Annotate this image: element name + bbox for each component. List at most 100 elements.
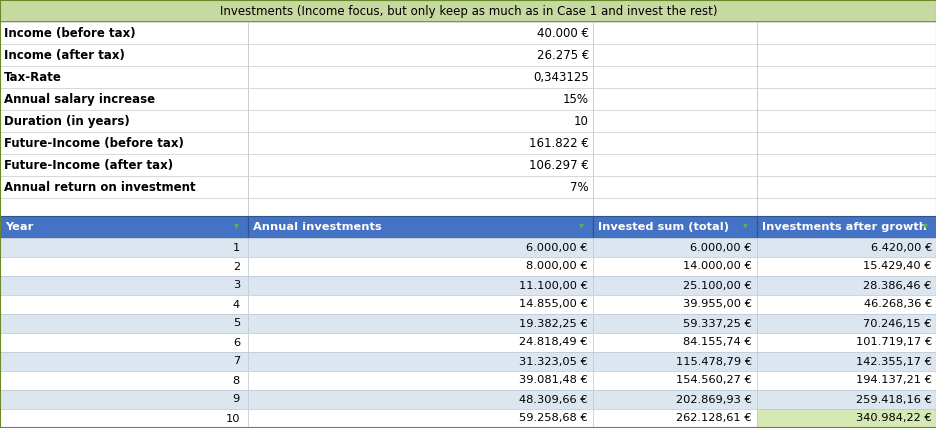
Text: 15.429,40 €: 15.429,40 € — [862, 262, 931, 271]
Bar — [756, 314, 936, 333]
Bar — [248, 371, 592, 390]
Text: Future-Income (before tax): Future-Income (before tax) — [4, 137, 183, 149]
Bar — [248, 238, 592, 257]
Bar — [756, 276, 936, 295]
Bar — [592, 352, 756, 371]
Bar — [592, 216, 756, 238]
Bar — [756, 132, 936, 154]
Text: 106.297 €: 106.297 € — [529, 158, 589, 172]
Bar — [0, 0, 936, 22]
Bar — [248, 333, 592, 352]
Text: 142.355,17 €: 142.355,17 € — [856, 357, 931, 366]
Bar — [756, 44, 936, 66]
Bar — [756, 238, 936, 257]
Text: ▼: ▼ — [742, 225, 747, 229]
Text: Duration (in years): Duration (in years) — [4, 115, 129, 128]
Bar — [248, 198, 592, 216]
Bar — [0, 44, 936, 66]
Bar — [0, 132, 248, 154]
Bar — [756, 66, 936, 88]
Text: 59.337,25 €: 59.337,25 € — [682, 318, 752, 329]
Bar — [592, 198, 756, 216]
Text: 14.855,00 €: 14.855,00 € — [519, 300, 588, 309]
Text: 31.323,05 €: 31.323,05 € — [519, 357, 588, 366]
Bar — [248, 295, 592, 314]
Bar — [0, 371, 248, 390]
Bar — [0, 22, 248, 44]
Bar — [592, 238, 756, 257]
Bar — [592, 295, 756, 314]
Bar — [0, 371, 248, 390]
Bar — [756, 257, 936, 276]
Bar — [0, 110, 936, 132]
Bar — [592, 66, 756, 88]
Bar — [0, 314, 248, 333]
Bar — [248, 22, 592, 44]
Text: 84.155,74 €: 84.155,74 € — [682, 338, 752, 348]
Text: 46.268,36 €: 46.268,36 € — [863, 300, 931, 309]
Text: 8.000,00 €: 8.000,00 € — [526, 262, 588, 271]
Bar — [0, 295, 248, 314]
Text: 194.137,21 €: 194.137,21 € — [856, 375, 931, 386]
Text: Income (before tax): Income (before tax) — [4, 27, 136, 39]
Text: 154.560,27 €: 154.560,27 € — [676, 375, 752, 386]
Bar — [0, 176, 936, 198]
Bar — [0, 409, 248, 428]
Bar — [756, 390, 936, 409]
Bar — [248, 390, 592, 409]
Text: 3: 3 — [232, 280, 240, 291]
Bar — [0, 44, 248, 66]
Bar — [756, 216, 936, 238]
Bar — [756, 295, 936, 314]
Bar — [756, 409, 936, 428]
Bar — [248, 409, 592, 428]
Bar — [756, 216, 936, 238]
Bar — [0, 276, 248, 295]
Text: 7: 7 — [232, 357, 240, 366]
Bar — [592, 276, 756, 295]
Bar — [0, 333, 248, 352]
Bar — [248, 257, 592, 276]
Bar — [0, 88, 936, 110]
Bar — [592, 390, 756, 409]
Bar — [756, 198, 936, 216]
Bar — [0, 295, 248, 314]
Bar — [248, 276, 592, 295]
Text: 14.000,00 €: 14.000,00 € — [682, 262, 752, 271]
Bar — [756, 333, 936, 352]
Bar — [592, 22, 756, 44]
Bar — [248, 66, 592, 88]
Text: 0,343125: 0,343125 — [533, 71, 589, 83]
Bar — [756, 154, 936, 176]
Text: Tax-Rate: Tax-Rate — [4, 71, 62, 83]
Bar — [0, 257, 248, 276]
Text: Income (after tax): Income (after tax) — [4, 48, 124, 62]
Bar — [592, 110, 756, 132]
Bar — [756, 110, 936, 132]
Bar — [756, 409, 936, 428]
Bar — [592, 295, 756, 314]
Bar — [756, 352, 936, 371]
Bar — [248, 314, 592, 333]
Text: 59.258,68 €: 59.258,68 € — [519, 413, 588, 423]
Bar — [592, 314, 756, 333]
Bar — [0, 333, 248, 352]
Bar — [756, 22, 936, 44]
Text: Future-Income (after tax): Future-Income (after tax) — [4, 158, 173, 172]
Text: ▼: ▼ — [922, 225, 927, 229]
Text: 202.869,93 €: 202.869,93 € — [676, 395, 752, 404]
Text: 4: 4 — [233, 300, 240, 309]
Bar — [592, 154, 756, 176]
Bar — [0, 198, 936, 216]
Bar — [248, 154, 592, 176]
Text: Investments after growth: Investments after growth — [761, 222, 926, 232]
Bar — [0, 154, 936, 176]
Text: 11.100,00 €: 11.100,00 € — [519, 280, 588, 291]
Bar — [248, 295, 592, 314]
Bar — [0, 176, 248, 198]
Bar — [592, 371, 756, 390]
Text: 8: 8 — [232, 375, 240, 386]
Bar — [592, 409, 756, 428]
Bar — [0, 390, 248, 409]
Bar — [756, 352, 936, 371]
